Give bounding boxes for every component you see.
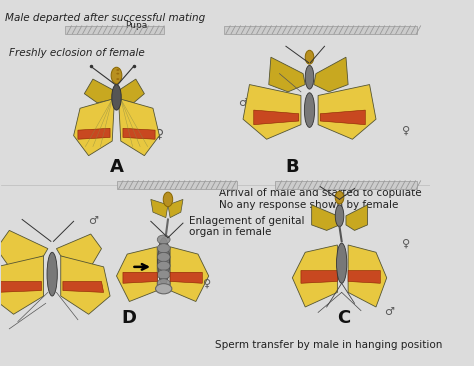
Polygon shape xyxy=(117,79,145,103)
Polygon shape xyxy=(61,256,110,314)
Polygon shape xyxy=(84,79,117,103)
Text: ♀: ♀ xyxy=(202,278,210,288)
Polygon shape xyxy=(56,234,101,267)
Polygon shape xyxy=(269,57,305,92)
Ellipse shape xyxy=(155,284,172,294)
Text: Pupa: Pupa xyxy=(125,21,147,30)
Text: Sperm transfer by male in hanging position: Sperm transfer by male in hanging positi… xyxy=(215,340,443,350)
Polygon shape xyxy=(348,245,387,307)
Polygon shape xyxy=(123,272,157,283)
Ellipse shape xyxy=(337,243,347,283)
Text: C: C xyxy=(337,309,350,327)
Ellipse shape xyxy=(304,93,315,127)
Bar xyxy=(224,26,417,34)
Ellipse shape xyxy=(157,235,170,244)
Ellipse shape xyxy=(47,252,57,296)
Text: ♂: ♂ xyxy=(384,307,394,317)
Polygon shape xyxy=(118,99,159,156)
Ellipse shape xyxy=(116,73,119,75)
Polygon shape xyxy=(168,199,183,218)
Ellipse shape xyxy=(157,279,170,288)
Bar xyxy=(275,181,417,189)
Bar xyxy=(65,26,164,34)
Polygon shape xyxy=(78,128,110,139)
Polygon shape xyxy=(312,205,339,231)
Polygon shape xyxy=(0,256,44,314)
Polygon shape xyxy=(346,205,367,231)
Polygon shape xyxy=(0,281,41,292)
Ellipse shape xyxy=(116,69,119,71)
Polygon shape xyxy=(73,99,114,156)
Polygon shape xyxy=(292,245,337,307)
Polygon shape xyxy=(243,85,301,139)
Text: ♂: ♂ xyxy=(238,98,248,108)
Ellipse shape xyxy=(335,205,344,227)
Ellipse shape xyxy=(111,67,122,84)
Text: Male departed after successful mating: Male departed after successful mating xyxy=(5,14,205,23)
Polygon shape xyxy=(314,57,348,92)
Text: D: D xyxy=(122,309,137,327)
Text: A: A xyxy=(109,158,123,176)
Polygon shape xyxy=(348,270,380,283)
Polygon shape xyxy=(301,270,337,283)
Polygon shape xyxy=(170,272,202,283)
Text: ♀: ♀ xyxy=(155,127,164,140)
Text: ♀: ♀ xyxy=(402,125,410,135)
Text: ♀: ♀ xyxy=(402,238,410,248)
Text: Arrival of male and started to copulate
No any response shown by female: Arrival of male and started to copulate … xyxy=(219,188,422,210)
Ellipse shape xyxy=(305,66,314,89)
Text: ♂: ♂ xyxy=(88,216,98,226)
Ellipse shape xyxy=(305,50,314,64)
Text: Freshly eclosion of female: Freshly eclosion of female xyxy=(9,48,145,58)
Polygon shape xyxy=(320,110,365,125)
Bar xyxy=(117,181,237,189)
Polygon shape xyxy=(0,231,48,267)
Polygon shape xyxy=(63,281,104,292)
Polygon shape xyxy=(254,110,299,125)
Polygon shape xyxy=(123,128,155,139)
Ellipse shape xyxy=(112,85,121,110)
Ellipse shape xyxy=(158,238,170,285)
Ellipse shape xyxy=(116,78,119,80)
Polygon shape xyxy=(117,247,157,302)
Text: Enlagement of genital
organ in female: Enlagement of genital organ in female xyxy=(190,216,305,238)
Ellipse shape xyxy=(157,253,170,262)
Ellipse shape xyxy=(157,244,170,253)
Polygon shape xyxy=(151,199,168,218)
Text: B: B xyxy=(285,158,299,176)
Ellipse shape xyxy=(163,192,173,207)
Ellipse shape xyxy=(157,261,170,270)
Ellipse shape xyxy=(157,270,170,279)
Ellipse shape xyxy=(335,191,344,204)
Polygon shape xyxy=(318,85,376,139)
Polygon shape xyxy=(170,247,209,302)
